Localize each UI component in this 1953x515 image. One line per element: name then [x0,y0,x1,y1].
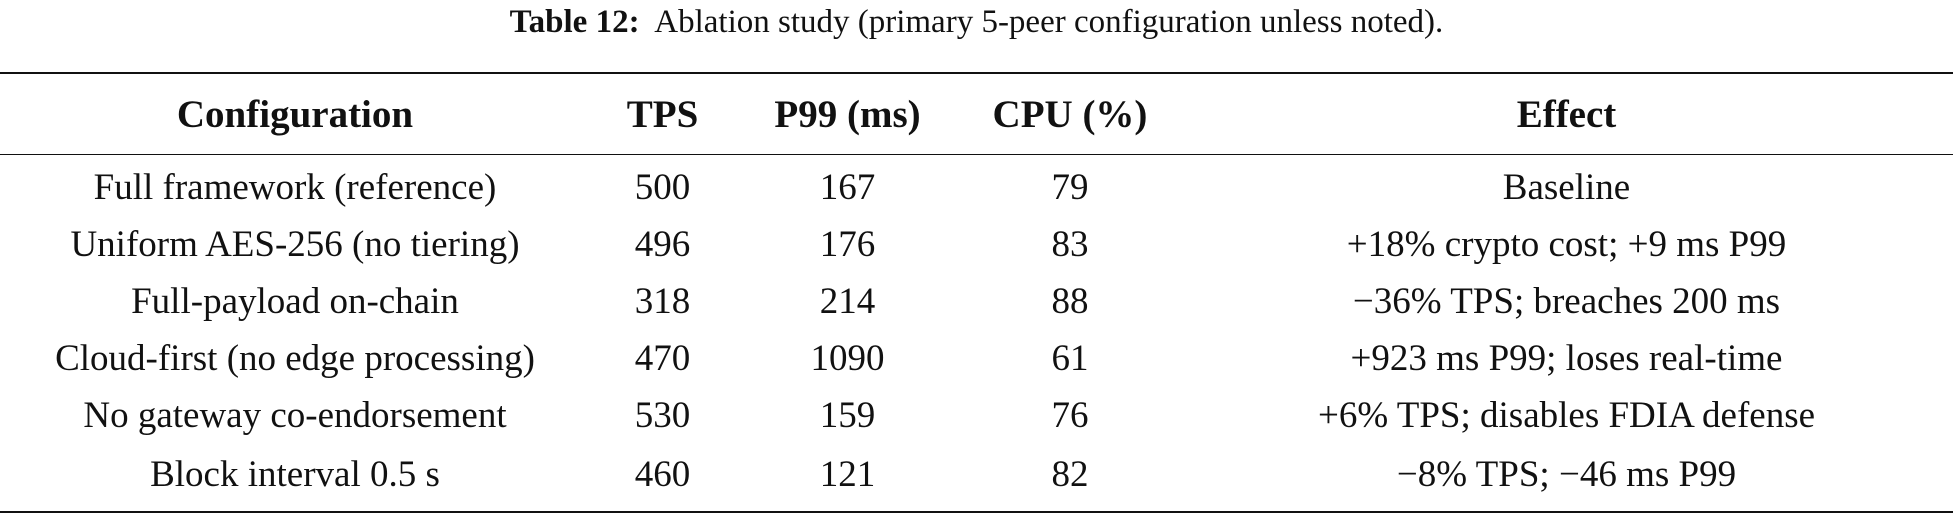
header-effect: Effect [1516,92,1617,136]
header-configuration: Configuration [176,92,414,136]
cell-tps: 460 [634,454,691,495]
cell-cpu: 83 [1051,224,1089,265]
header-tps: TPS [626,92,699,136]
table-row: Full-payload on-chain 318 214 88 −36% TP… [0,273,1953,330]
cell-configuration: Uniform AES-256 (no tiering) [70,224,520,265]
header-cpu: CPU (%) [992,92,1148,136]
cell-tps: 470 [634,338,691,379]
cell-cpu: 76 [1051,395,1089,436]
cell-effect: +6% TPS; disables FDIA defense [1317,395,1816,436]
cell-configuration: No gateway co-endorsement [83,395,507,436]
table-row: No gateway co-endorsement 530 159 76 +6%… [0,387,1953,444]
header-p99: P99 (ms) [774,92,921,136]
cell-p99: 1090 [810,338,885,379]
cell-configuration: Block interval 0.5 s [150,454,440,495]
cell-cpu: 79 [1051,167,1089,208]
table-row: Cloud-first (no edge processing) 470 109… [0,330,1953,387]
cell-configuration: Cloud-first (no edge processing) [55,338,535,379]
cell-p99: 214 [819,281,876,322]
cell-cpu: 88 [1051,281,1089,322]
cell-effect: −36% TPS; breaches 200 ms [1352,281,1781,322]
cell-effect: −8% TPS; −46 ms P99 [1396,454,1737,495]
cell-p99: 159 [819,395,876,436]
cell-tps: 500 [634,167,691,208]
table-row: Full framework (reference) 500 167 79 Ba… [0,155,1953,217]
cell-tps: 530 [634,395,691,436]
caption-label: Table 12: [509,4,640,40]
cell-cpu: 82 [1051,454,1089,495]
table-row: Block interval 0.5 s 460 121 82 −8% TPS;… [0,444,1953,512]
cell-tps: 318 [634,281,691,322]
cell-cpu: 61 [1051,338,1089,379]
cell-effect: +923 ms P99; loses real-time [1350,338,1783,379]
cell-tps: 496 [634,224,691,265]
cell-p99: 167 [819,167,876,208]
ablation-table-container: Configuration TPS P99 (ms) CPU (%) Effec… [0,72,1953,513]
cell-effect: Baseline [1502,167,1631,208]
caption-text: Ablation study (primary 5-peer configura… [654,4,1444,40]
cell-p99: 121 [819,454,876,495]
cell-p99: 176 [819,224,876,265]
cell-effect: +18% crypto cost; +9 ms P99 [1346,224,1787,265]
table-header-row: Configuration TPS P99 (ms) CPU (%) Effec… [0,73,1953,155]
table-row: Uniform AES-256 (no tiering) 496 176 83 … [0,216,1953,273]
ablation-table: Configuration TPS P99 (ms) CPU (%) Effec… [0,72,1953,513]
cell-configuration: Full-payload on-chain [131,281,459,322]
table-caption: Table 12: Ablation study (primary 5-peer… [0,0,1953,52]
cell-configuration: Full framework (reference) [93,167,497,208]
